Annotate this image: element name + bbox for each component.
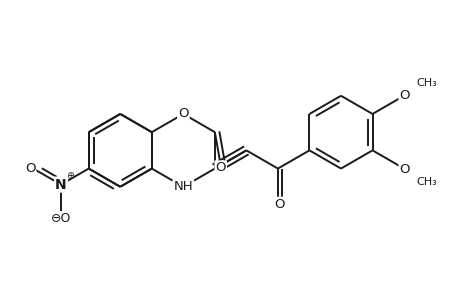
Text: CH₃: CH₃ (415, 78, 436, 88)
Text: ⊕: ⊕ (66, 171, 74, 182)
Text: O: O (399, 89, 409, 102)
Text: O: O (215, 161, 225, 174)
Text: O: O (274, 198, 285, 211)
Text: NH: NH (173, 180, 193, 193)
Text: O: O (178, 107, 188, 121)
Text: O: O (399, 163, 409, 176)
Text: O: O (25, 162, 36, 175)
Text: N: N (55, 178, 67, 192)
Text: CH₃: CH₃ (415, 177, 436, 187)
Text: ⊖O: ⊖O (50, 212, 71, 225)
